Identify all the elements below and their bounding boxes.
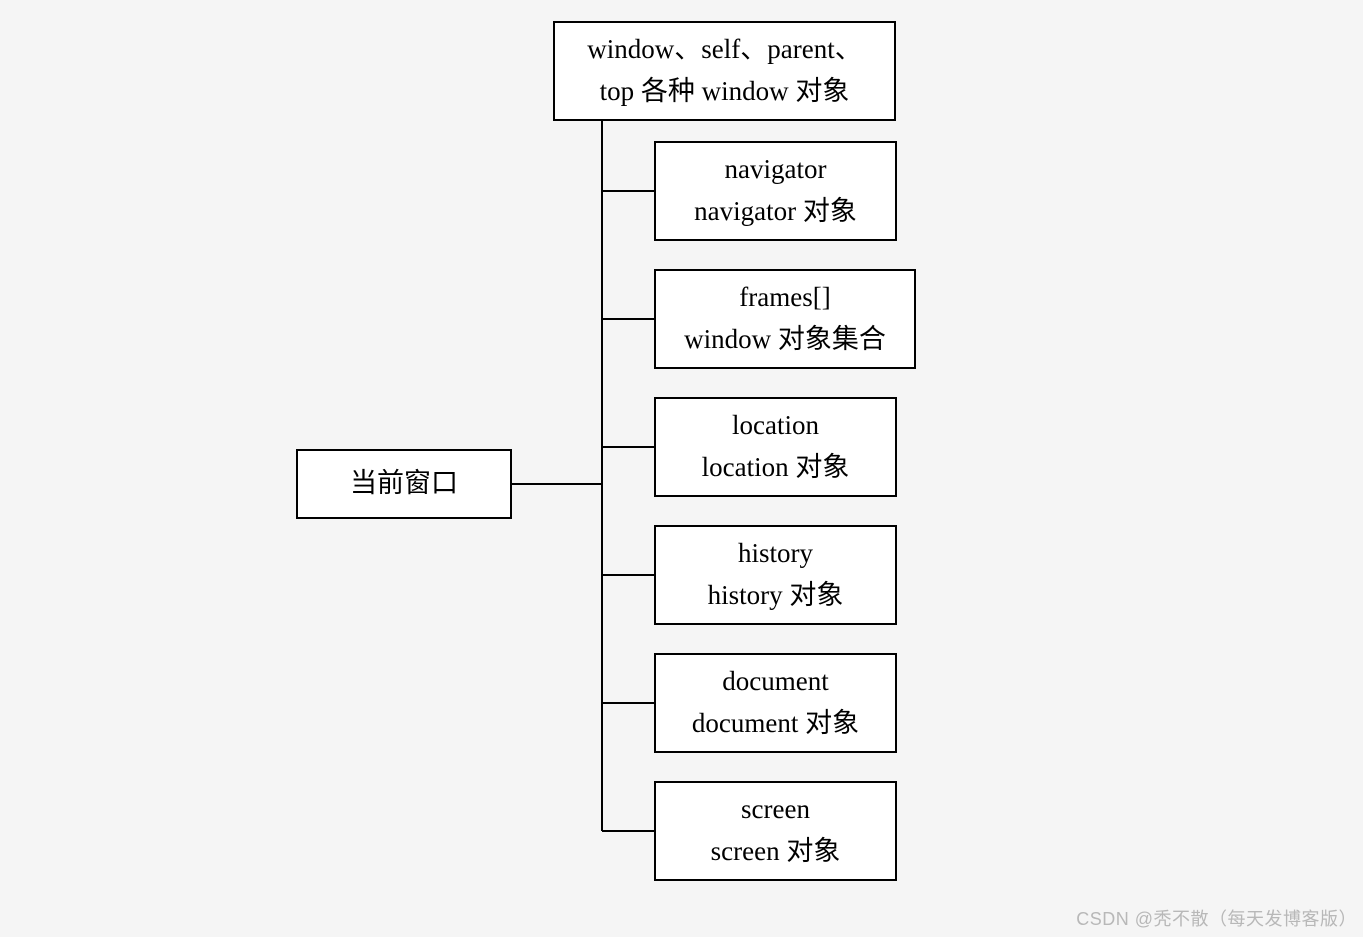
document-node: documentdocument 对象 <box>654 653 897 753</box>
screen-node-line2: screen 对象 <box>711 831 841 873</box>
document-node-line2: document 对象 <box>692 703 859 745</box>
location-node-line1: location <box>732 405 819 447</box>
navigator-node-line1: navigator <box>725 149 827 191</box>
frames-node-line2: window 对象集合 <box>684 319 886 361</box>
history-node: historyhistory 对象 <box>654 525 897 625</box>
history-node-line1: history <box>738 533 813 575</box>
document-node-line1: document <box>722 661 828 703</box>
location-node-line2: location 对象 <box>702 447 850 489</box>
screen-node: screenscreen 对象 <box>654 781 897 881</box>
window-node-line2: top 各种 window 对象 <box>600 71 850 113</box>
window-node: window、self、parent、top 各种 window 对象 <box>553 21 896 121</box>
navigator-node: navigatornavigator 对象 <box>654 141 897 241</box>
screen-node-line1: screen <box>741 789 810 831</box>
frames-node: frames[]window 对象集合 <box>654 269 916 369</box>
root-node: 当前窗口 <box>296 449 512 519</box>
location-node: locationlocation 对象 <box>654 397 897 497</box>
frames-node-line1: frames[] <box>739 277 830 319</box>
watermark-text: CSDN @秃不散（每天发博客版） <box>1076 905 1357 931</box>
history-node-line2: history 对象 <box>708 575 844 617</box>
navigator-node-line2: navigator 对象 <box>694 191 857 233</box>
window-node-line1: window、self、parent、 <box>587 29 861 71</box>
root-node-line1: 当前窗口 <box>350 463 458 505</box>
